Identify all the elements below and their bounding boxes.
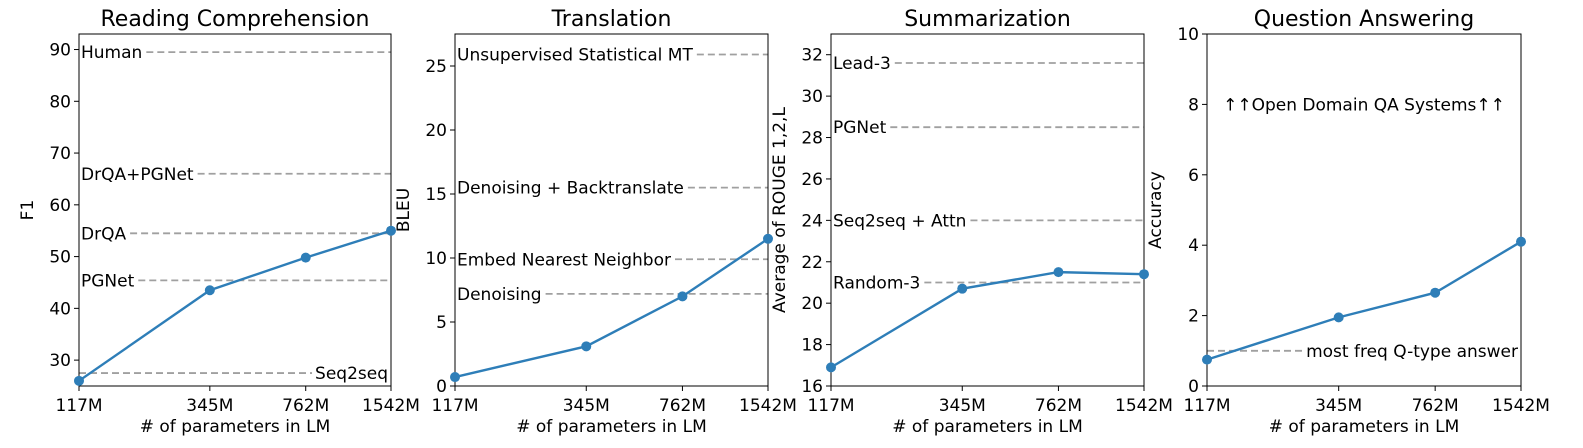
y-tick-label: 0: [436, 377, 447, 397]
data-point: [386, 225, 396, 236]
reference-line-label: Embed Nearest Neighbor: [457, 250, 671, 270]
reference-line-label: DrQA+PGNet: [81, 165, 194, 185]
data-point: [1430, 287, 1441, 298]
y-tick-label: 32: [801, 46, 823, 66]
y-tick-label: 16: [801, 377, 823, 397]
reference-line-label: Denoising: [457, 285, 542, 305]
plot-frame: [830, 33, 1145, 387]
x-axis-label: # of parameters in LM: [140, 417, 331, 437]
reference-line-label: Unsupervised Statistical MT: [457, 45, 693, 65]
x-tick-label: 117M: [807, 396, 854, 416]
y-tick-label: 26: [801, 170, 823, 190]
x-tick-label: 762M: [1035, 396, 1082, 416]
series-line: [78, 229, 392, 382]
y-axis-label: Average of ROUGE 1,2,L: [770, 107, 790, 313]
y-axis-label: F1: [18, 200, 38, 221]
reference-line-label: Denoising + Backtranslate: [457, 179, 684, 199]
x-tick-label: 345M: [939, 396, 986, 416]
y-tick-label: 25: [425, 57, 447, 77]
y-tick-label: 8: [1188, 95, 1199, 115]
data-point: [763, 233, 773, 244]
y-tick-label: 40: [49, 299, 71, 319]
chart-title: Summarization: [904, 7, 1071, 32]
data-point: [300, 252, 311, 263]
reference-line-label: Seq2seq: [315, 364, 388, 384]
y-tick-label: 60: [49, 196, 71, 216]
y-axis-label: Accuracy: [1146, 171, 1166, 249]
data-point: [826, 362, 836, 373]
x-tick-label: 117M: [55, 396, 102, 416]
data-point: [1139, 269, 1149, 280]
x-axis-label: # of parameters in LM: [1269, 417, 1460, 437]
data-point: [581, 341, 592, 352]
plot-frame: [454, 33, 769, 387]
x-tick-label: 117M: [431, 396, 478, 416]
chart-title: Reading Comprehension: [100, 7, 369, 32]
y-tick-label: 2: [1188, 307, 1199, 327]
x-tick-label: 762M: [282, 396, 329, 416]
y-tick-label: 0: [1188, 377, 1199, 397]
x-tick-label: 1542M: [362, 396, 420, 416]
y-axis-label: BLEU: [394, 188, 414, 232]
data-point: [450, 372, 460, 383]
reference-line-label: Random-3: [833, 273, 920, 293]
y-tick-label: 28: [801, 129, 823, 149]
reference-line-label: Human: [81, 43, 142, 63]
x-tick-label: 345M: [563, 396, 610, 416]
data-point: [677, 291, 688, 302]
y-tick-label: 22: [801, 253, 823, 273]
chart-title: Question Answering: [1254, 7, 1474, 32]
data-point: [1333, 312, 1344, 323]
x-tick-label: 1542M: [1492, 396, 1550, 416]
y-tick-label: 24: [801, 211, 823, 231]
y-tick-label: 90: [49, 41, 71, 61]
chart-title: Translation: [551, 7, 672, 32]
y-tick-label: 18: [801, 336, 823, 356]
x-tick-label: 762M: [659, 396, 706, 416]
x-tick-label: 762M: [1412, 396, 1459, 416]
annotation-label: ↑↑Open Domain QA Systems↑↑: [1223, 95, 1505, 115]
x-tick-label: 345M: [1315, 396, 1362, 416]
y-tick-label: 50: [49, 248, 71, 268]
x-tick-label: 1542M: [739, 396, 797, 416]
y-tick-label: 4: [1188, 236, 1199, 256]
y-tick-label: 30: [49, 351, 71, 371]
plot-frame: [78, 33, 392, 387]
y-tick-label: 5: [436, 313, 447, 333]
y-tick-label: 70: [49, 144, 71, 164]
plot-frame: [1206, 33, 1522, 387]
reference-line-label: most freq Q-type answer: [1306, 342, 1518, 362]
series-line: [830, 270, 1145, 369]
y-tick-label: 10: [425, 249, 447, 269]
x-tick-label: 1542M: [1115, 396, 1173, 416]
reference-line-label: Lead-3: [833, 54, 891, 74]
x-axis-label: # of parameters in LM: [516, 417, 707, 437]
data-point: [1516, 236, 1526, 247]
data-point: [204, 285, 215, 296]
x-tick-label: 117M: [1183, 396, 1230, 416]
data-point: [1202, 354, 1212, 365]
series-line: [1206, 240, 1522, 361]
x-axis-label: # of parameters in LM: [892, 417, 1083, 437]
y-tick-label: 6: [1188, 166, 1199, 186]
reference-line-label: PGNet: [81, 271, 135, 291]
y-tick-label: 80: [49, 92, 71, 112]
data-point: [957, 283, 968, 294]
y-tick-label: 30: [801, 87, 823, 107]
y-tick-label: 20: [425, 121, 447, 141]
x-tick-label: 345M: [186, 396, 233, 416]
reference-line-label: Seq2seq + Attn: [833, 211, 966, 231]
series-line: [454, 237, 769, 379]
data-point: [1053, 267, 1064, 278]
reference-line-label: PGNet: [833, 118, 887, 138]
reference-line-label: DrQA: [81, 224, 126, 244]
data-point: [74, 375, 84, 386]
y-tick-label: 15: [425, 185, 447, 205]
y-tick-label: 10: [1177, 25, 1199, 45]
y-tick-label: 20: [801, 294, 823, 314]
